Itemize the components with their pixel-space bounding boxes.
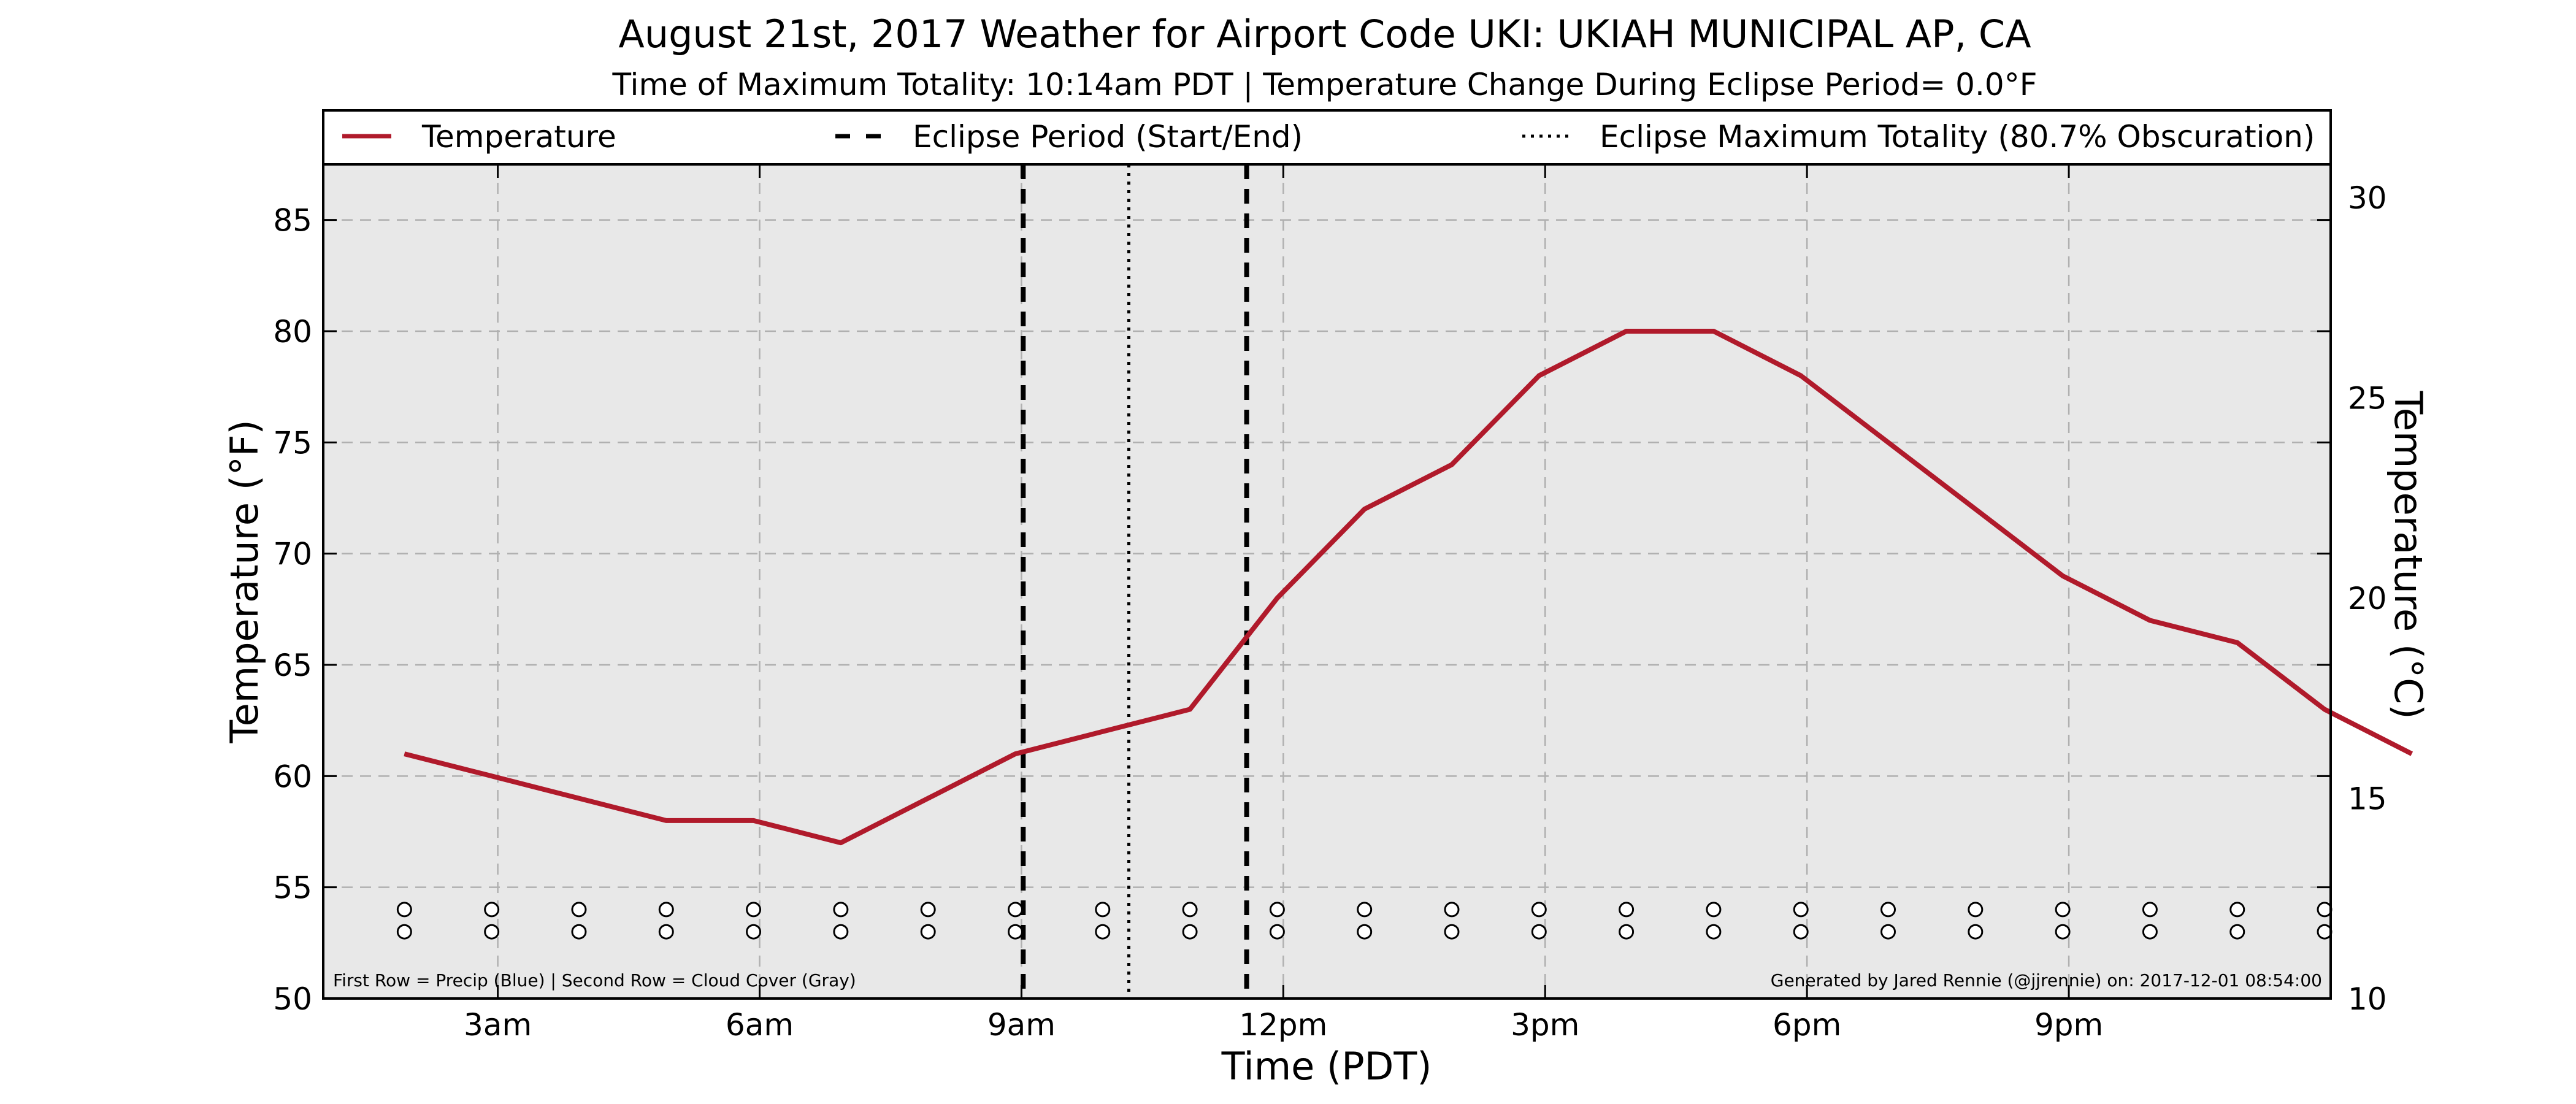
x-tick-label: 12pm [1239, 1007, 1327, 1043]
cloud-marker-7 [1007, 924, 1023, 940]
y-tick-label-left: 65 [273, 648, 312, 683]
precip-marker-22 [2317, 902, 2333, 918]
cloud-marker-8 [1095, 924, 1111, 940]
annotation-left: First Row = Precip (Blue) | Second Row =… [333, 970, 856, 991]
precip-marker-1 [484, 902, 500, 918]
x-tick-label: 9pm [2034, 1007, 2103, 1043]
cloud-marker-12 [1444, 924, 1460, 940]
y-tick-label-right: 10 [2348, 981, 2387, 1017]
cloud-marker-2 [571, 924, 587, 940]
precip-marker-13 [1531, 902, 1547, 918]
x-axis: 3am 6am 9am 12pm 3pm 6pm 9pm [464, 164, 2103, 1043]
y-tick-label-right: 25 [2348, 381, 2387, 416]
plot-area [323, 164, 2331, 999]
legend-frame [322, 109, 2332, 166]
legend-label-eclipse-period: Eclipse Period (Start/End) [913, 119, 1303, 155]
chart-title: August 21st, 2017 Weather for Airport Co… [618, 12, 2031, 56]
grid-lines [323, 164, 2331, 999]
cloud-marker-1 [484, 924, 500, 940]
y-axis-right: 10 15 20 25 30 [2348, 180, 2387, 1017]
eclipse-lines [1021, 164, 1249, 999]
precip-marker-19 [2055, 902, 2071, 918]
legend-label-temperature: Temperature [421, 119, 616, 155]
cloud-marker-9 [1182, 924, 1198, 940]
marker-rows [396, 902, 2333, 940]
x-tick-label: 6am [726, 1007, 794, 1043]
annotation-right: Generated by Jared Rennie (@jjrennie) on… [1771, 970, 2322, 991]
y-axis-left: 50 55 60 65 70 75 80 85 [273, 203, 2331, 1017]
precip-marker-2 [571, 902, 587, 918]
precip-marker-4 [746, 902, 762, 918]
precip-marker-18 [1968, 902, 1984, 918]
cloud-marker-16 [1793, 924, 1809, 940]
chart-subtitle: Time of Maximum Totality: 10:14am PDT | … [612, 67, 2037, 102]
cloud-marker-20 [2142, 924, 2158, 940]
y-tick-label-right: 30 [2348, 180, 2387, 216]
cloud-marker-11 [1357, 924, 1373, 940]
precip-marker-5 [833, 902, 849, 918]
cloud-marker-19 [2055, 924, 2071, 940]
x-tick-label: 6pm [1773, 1007, 1841, 1043]
cloud-marker-6 [920, 924, 936, 940]
precip-marker-8 [1095, 902, 1111, 918]
precip-marker-7 [1007, 902, 1023, 918]
precip-marker-12 [1444, 902, 1460, 918]
precip-marker-17 [1880, 902, 1896, 918]
precip-marker-15 [1706, 902, 1722, 918]
y-tick-label-left: 50 [273, 981, 312, 1017]
plot-frame [322, 163, 2332, 1000]
precip-marker-3 [658, 902, 674, 918]
cloud-marker-10 [1269, 924, 1285, 940]
x-tick-label: 3pm [1511, 1007, 1579, 1043]
cloud-marker-18 [1968, 924, 1984, 940]
precip-marker-11 [1357, 902, 1373, 918]
y-tick-label-right: 15 [2348, 781, 2387, 817]
x-axis-label: Time (PDT) [1221, 1044, 1432, 1089]
cloud-marker-14 [1619, 924, 1635, 940]
legend-box: Temperature Eclipse Period (Start/End) E… [322, 109, 2332, 166]
y-tick-label-left: 75 [273, 425, 312, 461]
y-tick-label-right: 20 [2348, 581, 2387, 616]
precip-marker-9 [1182, 902, 1198, 918]
x-tick-label: 3am [464, 1007, 532, 1043]
cloud-marker-13 [1531, 924, 1547, 940]
precip-marker-14 [1619, 902, 1635, 918]
cloud-marker-4 [746, 924, 762, 940]
cloud-marker-15 [1706, 924, 1722, 940]
cloud-marker-3 [658, 924, 674, 940]
y-tick-label-left: 80 [273, 314, 312, 350]
precip-marker-10 [1269, 902, 1285, 918]
precip-marker-16 [1793, 902, 1809, 918]
cloud-marker-17 [1880, 924, 1896, 940]
series-line-0 [404, 329, 2413, 846]
series-layer [404, 329, 2413, 846]
legend-label-eclipse-max: Eclipse Maximum Totality (80.7% Obscurat… [1600, 119, 2315, 155]
cloud-marker-0 [396, 924, 412, 940]
cloud-marker-21 [2229, 924, 2245, 940]
y-axis-label-right: Temperature (°C) [2386, 390, 2431, 719]
y-tick-label-left: 70 [273, 537, 312, 572]
y-tick-label-left: 85 [273, 203, 312, 239]
cloud-marker-5 [833, 924, 849, 940]
precip-marker-21 [2229, 902, 2245, 918]
y-tick-label-left: 60 [273, 759, 312, 794]
precip-marker-6 [920, 902, 936, 918]
y-axis-label-left: Temperature (°F) [222, 420, 267, 743]
cloud-marker-22 [2317, 924, 2333, 940]
precip-marker-0 [396, 902, 412, 918]
precip-marker-20 [2142, 902, 2158, 918]
x-tick-label: 9am [987, 1007, 1056, 1043]
y-tick-label-left: 55 [273, 870, 312, 906]
